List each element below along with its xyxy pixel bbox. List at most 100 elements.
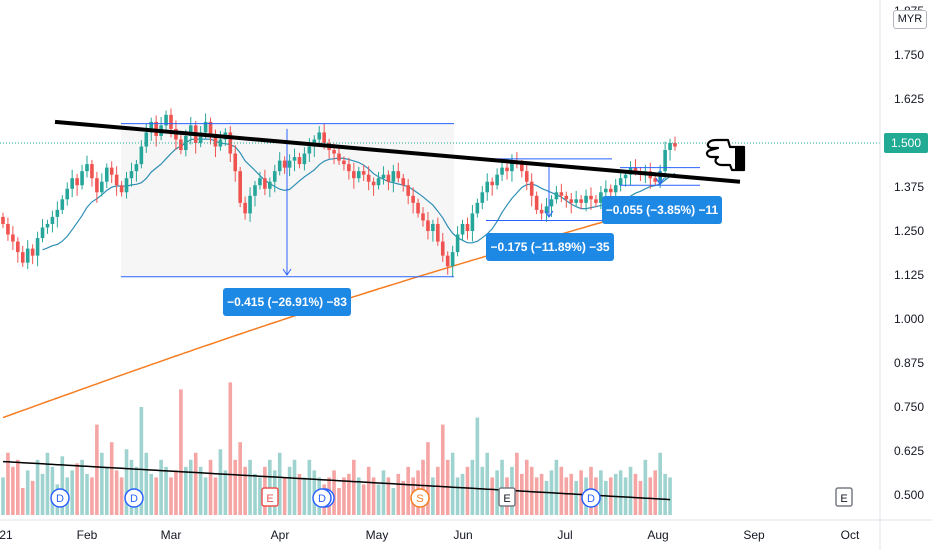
candle[interactable] [317, 126, 322, 144]
candle[interactable] [455, 226, 460, 257]
candle[interactable] [391, 164, 396, 193]
measure-tool[interactable]: −0.415 (−26.91%) −83 [121, 123, 454, 316]
candle[interactable] [376, 171, 381, 190]
candle[interactable] [613, 178, 618, 197]
candle[interactable] [248, 187, 252, 222]
candle[interactable] [406, 178, 410, 205]
measure-tool[interactable]: −0.055 (−3.85%) −11 [602, 167, 722, 224]
candle[interactable] [263, 169, 267, 196]
candle[interactable] [75, 173, 79, 196]
candle[interactable] [6, 217, 10, 241]
candle[interactable] [90, 159, 94, 187]
price-axis[interactable]: 1.8751.7501.6251.3751.2501.1251.0000.875… [879, 0, 928, 550]
candle[interactable] [16, 237, 20, 263]
candle[interactable] [277, 152, 282, 176]
candle[interactable] [366, 166, 371, 191]
candle[interactable] [436, 217, 440, 246]
event-marker[interactable]: D [581, 488, 601, 508]
candle[interactable] [218, 131, 223, 151]
split-marker-icon[interactable] [410, 488, 430, 508]
candle[interactable] [544, 197, 549, 222]
candle[interactable] [114, 166, 119, 196]
event-marker[interactable]: D [124, 488, 144, 508]
trendline[interactable] [54, 119, 741, 184]
time-axis[interactable]: 21 Feb Mar Apr May Jun Jul Aug Sep Oct [0, 519, 932, 542]
candle[interactable] [253, 181, 257, 207]
candle[interactable] [70, 169, 74, 198]
candle[interactable] [371, 177, 376, 196]
candle[interactable] [342, 156, 346, 171]
currency-label[interactable]: MYR [893, 10, 927, 29]
candle[interactable] [302, 147, 307, 171]
candle[interactable] [198, 126, 203, 148]
candle[interactable] [292, 148, 297, 172]
candle[interactable] [495, 168, 499, 190]
candle[interactable] [574, 190, 578, 208]
candle[interactable] [179, 135, 183, 155]
candle[interactable] [11, 226, 15, 251]
candle[interactable] [297, 152, 302, 169]
dividend-marker-icon[interactable] [312, 488, 332, 508]
candle[interactable] [95, 171, 99, 203]
candle[interactable] [426, 211, 430, 240]
candle[interactable] [505, 163, 509, 180]
candle[interactable] [35, 231, 40, 267]
candle[interactable] [307, 138, 312, 163]
candle[interactable] [564, 191, 569, 208]
candle[interactable] [554, 185, 559, 204]
candle[interactable] [238, 166, 242, 208]
candle[interactable] [164, 110, 168, 132]
event-marker[interactable]: E [261, 487, 279, 507]
candle[interactable] [673, 136, 677, 151]
candle[interactable] [618, 169, 623, 192]
candle[interactable] [55, 201, 60, 228]
candle[interactable] [396, 162, 401, 183]
candle[interactable] [243, 196, 247, 220]
candle[interactable] [534, 191, 539, 215]
candle[interactable] [119, 181, 124, 197]
earnings-marker-icon[interactable] [261, 487, 279, 507]
candle[interactable] [579, 195, 583, 210]
candle[interactable] [65, 182, 70, 206]
candle[interactable] [104, 163, 109, 189]
candle[interactable] [272, 164, 277, 193]
candle[interactable] [60, 195, 65, 215]
candle[interactable] [20, 245, 25, 267]
candle[interactable] [134, 159, 139, 182]
candle[interactable] [233, 145, 238, 182]
candle[interactable] [559, 183, 564, 203]
candle[interactable] [109, 161, 114, 184]
candle[interactable] [668, 138, 672, 161]
candle[interactable] [470, 204, 475, 242]
earnings-marker-icon[interactable] [835, 487, 853, 507]
candle[interactable] [208, 117, 213, 145]
candle[interactable] [485, 173, 490, 201]
measure-tools[interactable]: −0.415 (−26.91%) −83 −0.175 (−11.89%) −35… [121, 123, 722, 316]
candle[interactable] [460, 219, 465, 241]
candle[interactable] [421, 207, 425, 227]
candle[interactable] [352, 162, 356, 189]
candle[interactable] [529, 173, 534, 207]
candle[interactable] [599, 185, 603, 210]
candle[interactable] [386, 170, 391, 191]
candle[interactable] [594, 195, 598, 208]
candle[interactable] [475, 198, 480, 218]
measure-tool[interactable]: −0.175 (−11.89%) −35 [486, 158, 614, 261]
event-marker[interactable]: D [312, 488, 332, 508]
measure-tag[interactable] [602, 196, 722, 224]
candle[interactable] [30, 244, 35, 265]
candle[interactable] [524, 164, 529, 191]
candle[interactable] [445, 251, 450, 275]
candle[interactable] [401, 173, 406, 192]
event-markers[interactable]: DDDEDSEDE [50, 487, 853, 508]
candle[interactable] [287, 154, 292, 177]
candle[interactable] [361, 164, 366, 182]
candle[interactable] [124, 171, 129, 199]
candle[interactable] [1, 212, 5, 229]
candle[interactable] [50, 210, 55, 233]
candle[interactable] [228, 126, 233, 163]
candle[interactable] [268, 177, 272, 198]
candle[interactable] [100, 173, 104, 197]
candle[interactable] [584, 189, 588, 212]
candle[interactable] [569, 192, 574, 214]
